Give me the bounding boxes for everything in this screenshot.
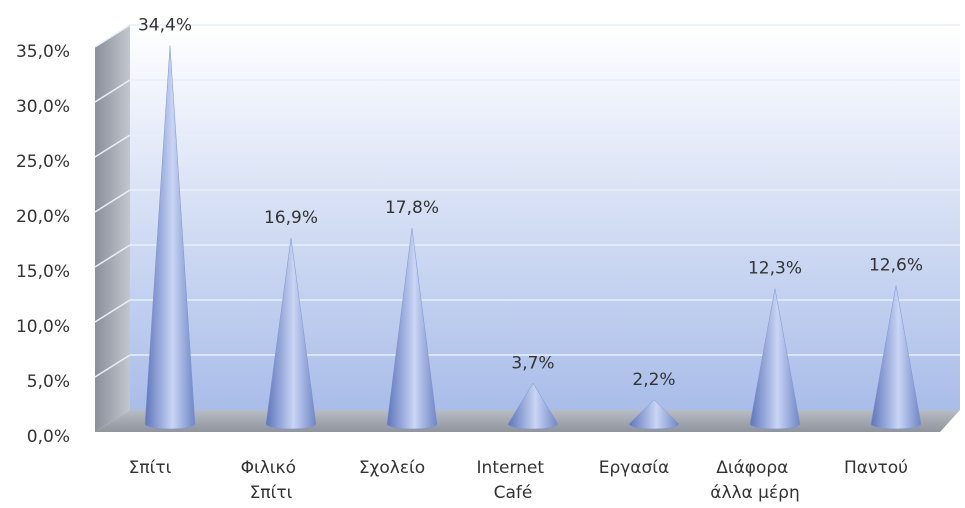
side-wall [95,25,130,432]
x-tick-label: Εργασία [599,458,670,478]
x-tick-label: Παντού [844,458,908,478]
y-tick-label: 5,0% [27,372,70,392]
x-tick-label: Internet Café [477,458,550,503]
data-label: 17,8% [385,198,439,218]
grid-line [94,24,131,48]
x-tick-label: Διάφορα άλλα μέρη [710,458,800,503]
cone [749,288,801,430]
y-tick-label: 15,0% [16,262,70,282]
grid-line [94,244,131,268]
cone [265,238,317,430]
back-wall [130,25,960,410]
data-label: 34,4% [138,16,192,36]
data-label: 2,2% [632,370,675,390]
cone [144,45,196,430]
cone [870,285,922,430]
grid-line [94,189,131,213]
cone [386,228,438,430]
cone [628,399,680,430]
x-tick-label: Σχολείο [359,458,425,478]
data-label: 12,6% [869,255,923,275]
y-tick-label: 25,0% [16,152,70,172]
x-tick-label: Φιλικό Σπίτι [241,458,302,503]
y-tick-label: 20,0% [16,207,70,227]
data-label: 3,7% [511,353,554,373]
grid-line [94,354,131,378]
grid-line [94,79,131,103]
y-tick-label: 10,0% [16,317,70,337]
x-tick-label: Σπίτι [129,458,172,478]
data-label: 16,9% [264,208,318,228]
y-tick-label: 0,0% [27,427,70,447]
grid-line [94,134,131,158]
grid-line [94,299,131,323]
cone [507,382,559,430]
data-label: 12,3% [748,259,802,279]
y-tick-label: 35,0% [16,42,70,62]
y-tick-label: 30,0% [16,97,70,117]
